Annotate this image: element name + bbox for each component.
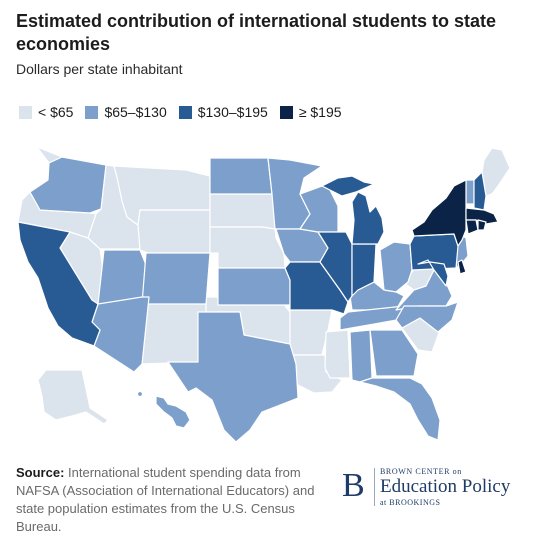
- logo-main-text: Education Policy: [380, 476, 511, 497]
- state-ct: [465, 219, 479, 235]
- state-wy: [137, 209, 211, 254]
- state-de: [457, 259, 467, 275]
- state-ks: [217, 267, 291, 306]
- logo-bottom-text: at BROOKINGS: [380, 498, 441, 507]
- state-nc: [395, 301, 459, 333]
- tier-low-states: [17, 146, 511, 425]
- map-subtitle: Dollars per state inhabitant: [16, 61, 183, 77]
- legend-swatch-mid: [85, 105, 99, 119]
- state-il: [317, 231, 353, 303]
- state-fl: [359, 377, 441, 441]
- state-sd: [209, 193, 276, 230]
- map-title: Estimated contribution of international …: [16, 11, 497, 54]
- state-mi-up: [321, 175, 375, 197]
- legend-item-low: < $65: [19, 104, 73, 120]
- state-ri: [477, 219, 487, 231]
- state-wa-sound: [29, 156, 107, 214]
- state-hi-island: [136, 390, 144, 398]
- tier-top-states: [411, 179, 499, 275]
- legend-label-top: ≥ $195: [298, 104, 342, 120]
- legend-swatch-top: [279, 105, 293, 119]
- state-ga: [369, 329, 419, 377]
- state-ak: [37, 369, 109, 425]
- legend-swatch-high: [178, 105, 192, 119]
- state-vt: [465, 179, 475, 205]
- legend-item-mid: $65–$130: [85, 104, 167, 120]
- source-text: International student spending data from…: [16, 465, 315, 534]
- legend-label-mid: $65–$130: [104, 104, 167, 120]
- legend-label-low: < $65: [38, 104, 74, 120]
- state-co: [141, 252, 211, 305]
- state-ms: [324, 329, 351, 379]
- source-label: Source:: [16, 465, 65, 480]
- legend-swatch-low: [19, 105, 32, 119]
- state-mi-lp: [351, 191, 385, 245]
- logo-top-text: BROWN CENTER on: [380, 467, 462, 476]
- state-hi: [155, 395, 191, 429]
- state-me: [481, 147, 511, 197]
- state-md: [417, 259, 449, 287]
- state-nh: [473, 171, 487, 211]
- us-choropleth-map: [17, 146, 511, 443]
- legend-item-high: $130–$195: [178, 104, 268, 120]
- legend-label-high: $130–$195: [197, 104, 268, 120]
- state-tx: [167, 311, 299, 443]
- state-ut: [97, 249, 147, 305]
- state-ny: [411, 179, 467, 247]
- state-nm: [141, 296, 207, 365]
- state-al: [349, 329, 373, 383]
- state-ne: [209, 226, 286, 269]
- brown-center-logo: B BROWN CENTER on Education Policy at BR…: [342, 466, 532, 514]
- state-nd: [209, 157, 273, 195]
- logo-divider: [374, 468, 375, 506]
- legend-item-top: ≥ $195: [279, 104, 342, 120]
- source-note: Source: International student spending d…: [16, 464, 316, 536]
- logo-letter: B: [342, 467, 365, 504]
- state-ca: [17, 221, 101, 347]
- tier-high-states: [17, 171, 487, 347]
- state-az: [91, 296, 150, 373]
- legend: < $65 $65–$130 $130–$195 ≥ $195: [19, 104, 354, 120]
- tier-mid-states: [29, 156, 475, 443]
